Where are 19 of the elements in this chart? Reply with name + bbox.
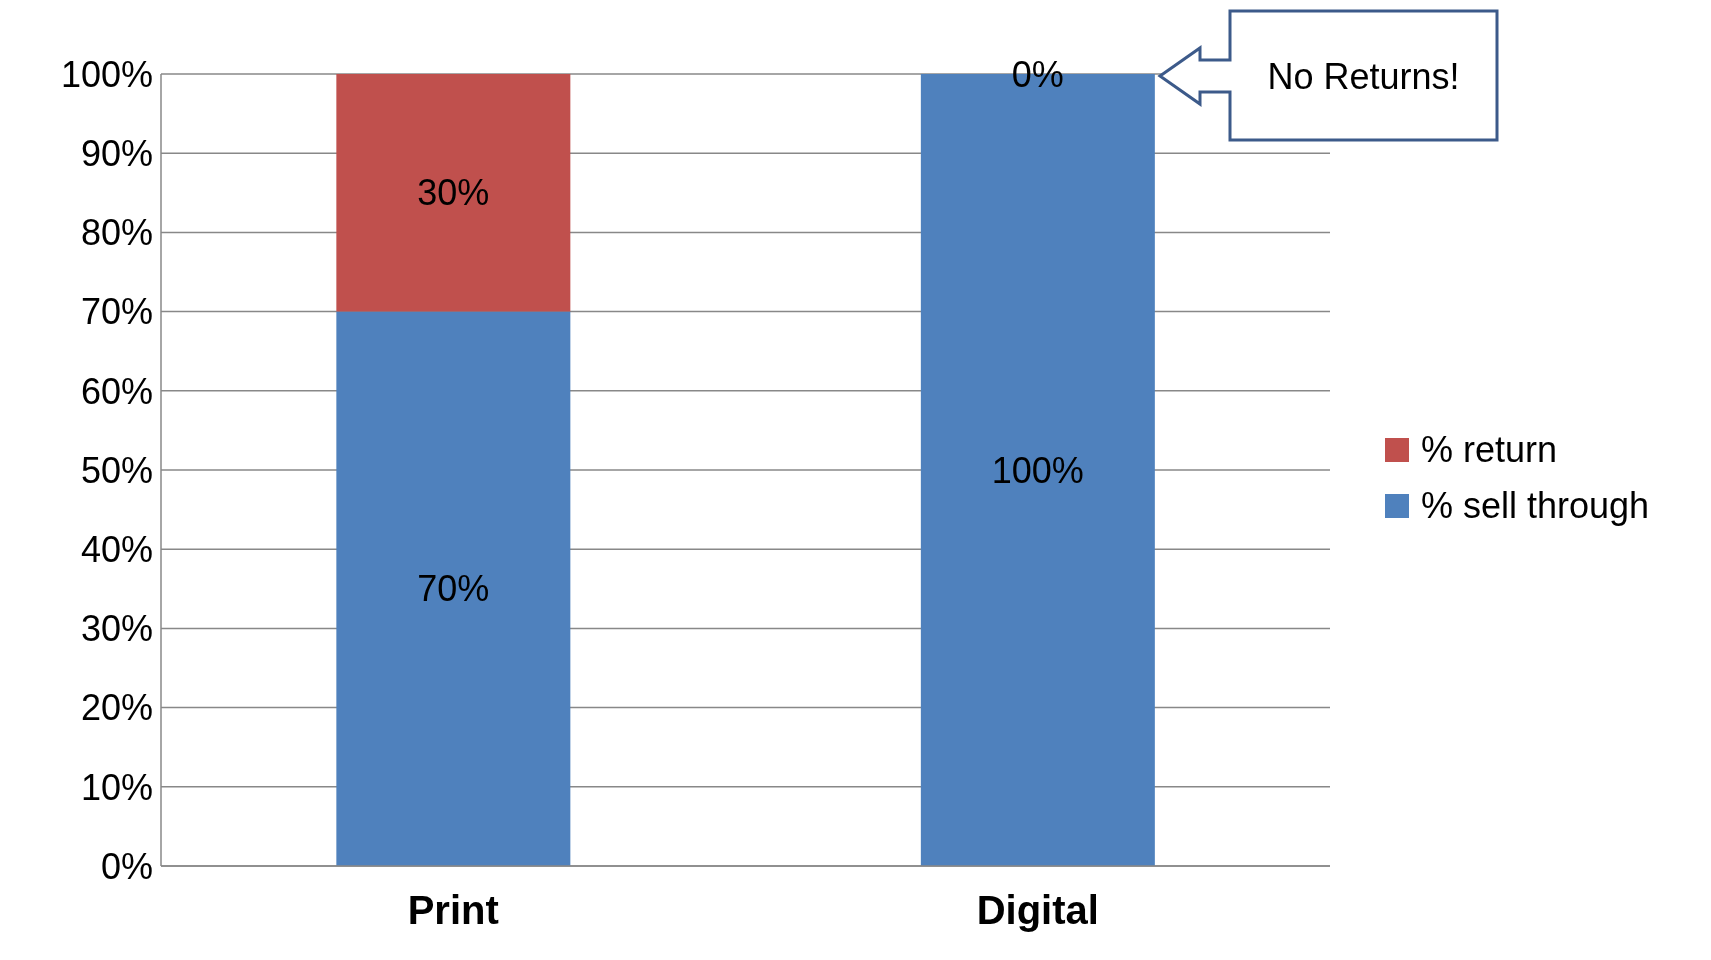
data-label: 30% [417, 172, 490, 214]
y-tick-label: 100% [60, 53, 153, 95]
y-tick-label: 80% [80, 212, 153, 254]
y-tick-label: 10% [80, 766, 153, 808]
y-tick-label: 90% [80, 132, 153, 174]
y-tick-label: 30% [80, 608, 153, 650]
legend-label: % sell through [1421, 485, 1650, 527]
annotation: No Returns! [1267, 55, 1460, 97]
x-tick-label: Digital [976, 888, 1099, 933]
y-tick-label: 20% [80, 687, 153, 729]
y-tick-label: 0% [100, 845, 153, 887]
y-tick-label: 50% [80, 449, 153, 491]
legend-label: % return [1421, 429, 1558, 471]
data-label: 100% [991, 449, 1084, 491]
data-label: 70% [417, 568, 490, 610]
y-tick-label: 60% [80, 370, 153, 412]
y-tick-label: 70% [80, 291, 153, 333]
x-tick-label: Print [407, 888, 499, 933]
y-tick-label: 40% [80, 528, 153, 570]
